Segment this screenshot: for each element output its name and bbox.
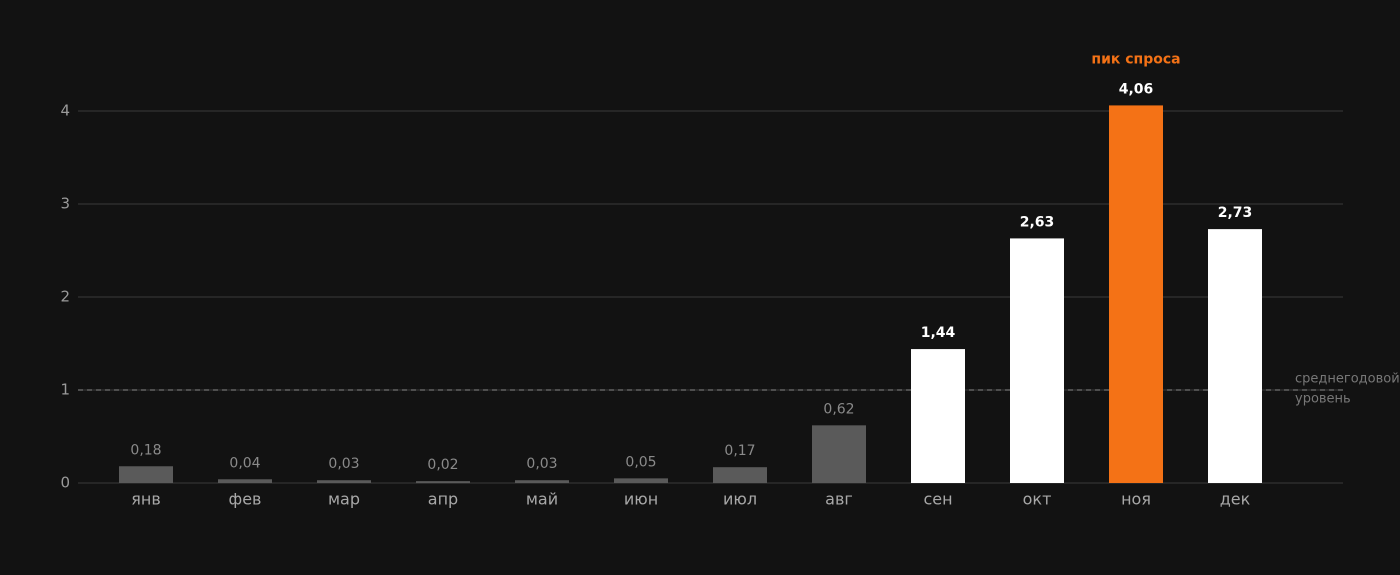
value-label: 4,06 [1119,81,1154,97]
value-label: 0,05 [625,454,656,470]
x-tick-label: дек [1220,490,1251,509]
y-tick-label: 3 [60,195,70,213]
bar [911,349,965,483]
bar [614,478,668,483]
value-label: 0,02 [427,457,458,473]
bar [1010,238,1064,483]
x-tick-label: май [526,490,558,509]
bar [416,481,470,484]
bar [713,467,767,483]
annotation: пик спроса [1091,51,1180,67]
x-tick-label: окт [1023,490,1052,509]
reference-label: среднегодовой [1295,372,1400,387]
value-label: 0,18 [130,442,161,458]
bar [1208,229,1262,483]
value-label: 0,04 [229,455,260,471]
reference-label: уровень [1295,392,1351,407]
x-tick-label: авг [825,490,853,509]
value-label: 2,63 [1020,214,1055,230]
value-label: 0,17 [724,443,755,459]
y-tick-label: 0 [60,474,70,492]
bar [218,479,272,483]
value-label: 0,03 [328,456,359,472]
x-tick-label: июн [624,490,658,509]
y-tick-label: 4 [60,102,70,120]
x-tick-label: мар [328,490,360,509]
bar [812,425,866,483]
x-tick-label: сен [923,490,952,509]
x-tick-label: янв [131,490,161,509]
value-label: 0,62 [823,401,854,417]
y-tick-label: 1 [60,381,70,399]
bar [1109,105,1163,484]
x-tick-label: июл [723,490,757,509]
value-label: 2,73 [1218,205,1253,221]
value-label: 0,03 [526,456,557,472]
x-tick-label: апр [428,490,458,509]
y-tick-label: 2 [60,288,70,306]
bar [515,480,569,483]
x-tick-label: фев [229,490,262,509]
bar [119,466,173,483]
x-tick-label: ноя [1121,490,1151,509]
bar [317,480,371,483]
value-label: 1,44 [921,325,956,341]
